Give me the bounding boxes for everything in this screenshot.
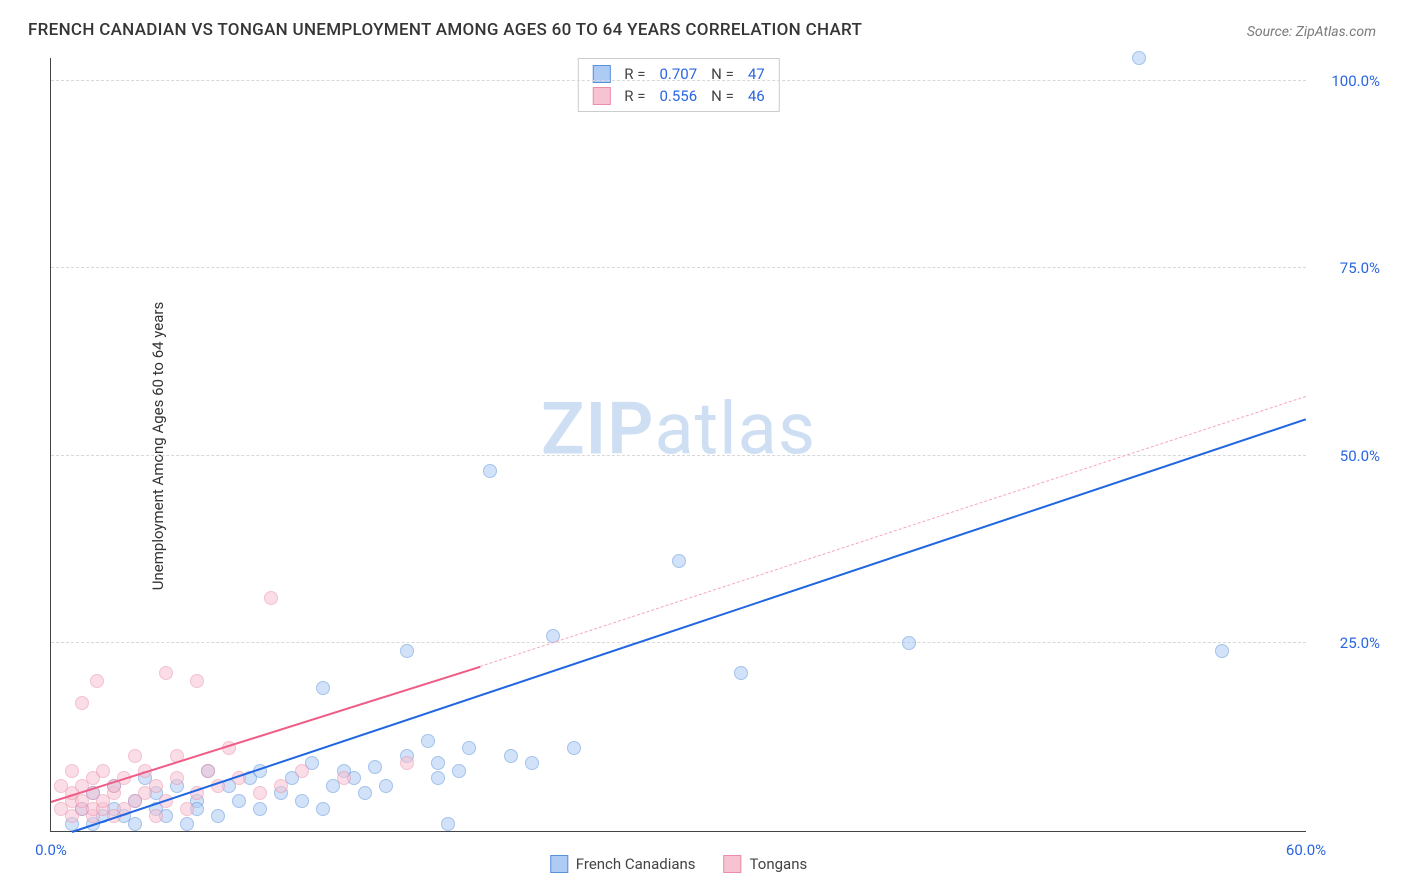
r-value: 0.556 bbox=[659, 87, 697, 105]
data-point bbox=[65, 764, 79, 778]
legend-swatch bbox=[550, 855, 568, 873]
data-point bbox=[379, 779, 393, 793]
data-point bbox=[295, 794, 309, 808]
gridline bbox=[51, 455, 1306, 456]
legend-label: Tongans bbox=[750, 855, 808, 873]
data-point bbox=[358, 786, 372, 800]
data-point bbox=[211, 809, 225, 823]
data-point bbox=[734, 666, 748, 680]
y-tick-label: 100.0% bbox=[1331, 72, 1380, 90]
legend-item: Tongans bbox=[724, 855, 808, 873]
legend-swatch bbox=[724, 855, 742, 873]
data-point bbox=[180, 817, 194, 831]
data-point bbox=[128, 749, 142, 763]
data-point bbox=[190, 674, 204, 688]
data-point bbox=[431, 771, 445, 785]
data-point bbox=[504, 749, 518, 763]
data-point bbox=[483, 464, 497, 478]
data-point bbox=[128, 817, 142, 831]
watermark: ZIPatlas bbox=[541, 387, 816, 472]
data-point bbox=[1215, 644, 1229, 658]
data-point bbox=[253, 786, 267, 800]
data-point bbox=[902, 636, 916, 650]
data-point bbox=[159, 666, 173, 680]
watermark-bold: ZIP bbox=[541, 387, 654, 472]
data-point bbox=[180, 802, 194, 816]
data-point bbox=[1132, 51, 1146, 65]
y-tick-label: 75.0% bbox=[1340, 259, 1380, 277]
data-point bbox=[170, 771, 184, 785]
data-point bbox=[201, 764, 215, 778]
data-point bbox=[421, 734, 435, 748]
data-point bbox=[149, 779, 163, 793]
trend-line bbox=[480, 396, 1307, 667]
data-point bbox=[316, 681, 330, 695]
legend-stat-row: R =0.707N =47 bbox=[578, 63, 778, 85]
data-point bbox=[274, 779, 288, 793]
watermark-light: atlas bbox=[654, 387, 816, 472]
data-point bbox=[232, 794, 246, 808]
gridline bbox=[51, 80, 1306, 81]
data-point bbox=[400, 756, 414, 770]
data-point bbox=[452, 764, 466, 778]
data-point bbox=[567, 741, 581, 755]
legend-stats: R =0.707N =47 R = 0.556 N = 46 bbox=[577, 58, 779, 112]
data-point bbox=[96, 764, 110, 778]
data-point bbox=[149, 809, 163, 823]
gridline bbox=[51, 642, 1306, 643]
x-tick-label: 0.0% bbox=[35, 841, 67, 859]
data-point bbox=[337, 771, 351, 785]
data-point bbox=[431, 756, 445, 770]
legend-stat-row: R = 0.556 N = 46 bbox=[578, 85, 778, 107]
data-point bbox=[253, 802, 267, 816]
plot-area: ZIPatlas R =0.707N =47R =0.556N =46 Fren… bbox=[50, 58, 1306, 832]
legend-label: French Canadians bbox=[576, 855, 696, 873]
data-point bbox=[368, 760, 382, 774]
source-label: Source: ZipAtlas.com bbox=[1247, 24, 1376, 40]
data-point bbox=[90, 674, 104, 688]
data-point bbox=[672, 554, 686, 568]
legend-item: French Canadians bbox=[550, 855, 696, 873]
data-point bbox=[525, 756, 539, 770]
data-point bbox=[295, 764, 309, 778]
data-point bbox=[75, 696, 89, 710]
legend-swatch bbox=[592, 87, 610, 105]
data-point bbox=[400, 644, 414, 658]
x-tick-label: 60.0% bbox=[1286, 841, 1326, 859]
data-point bbox=[441, 817, 455, 831]
n-label: N = bbox=[711, 87, 734, 105]
trend-line bbox=[72, 418, 1307, 833]
gridline bbox=[51, 267, 1306, 268]
y-tick-label: 25.0% bbox=[1340, 634, 1380, 652]
y-tick-label: 50.0% bbox=[1340, 447, 1380, 465]
r-label: R = bbox=[624, 87, 645, 105]
data-point bbox=[316, 802, 330, 816]
trend-line bbox=[51, 666, 480, 803]
n-value: 46 bbox=[748, 87, 765, 105]
data-point bbox=[264, 591, 278, 605]
legend-series: French Canadians Tongans bbox=[550, 855, 807, 873]
data-point bbox=[462, 741, 476, 755]
chart-title: FRENCH CANADIAN VS TONGAN UNEMPLOYMENT A… bbox=[28, 20, 862, 40]
